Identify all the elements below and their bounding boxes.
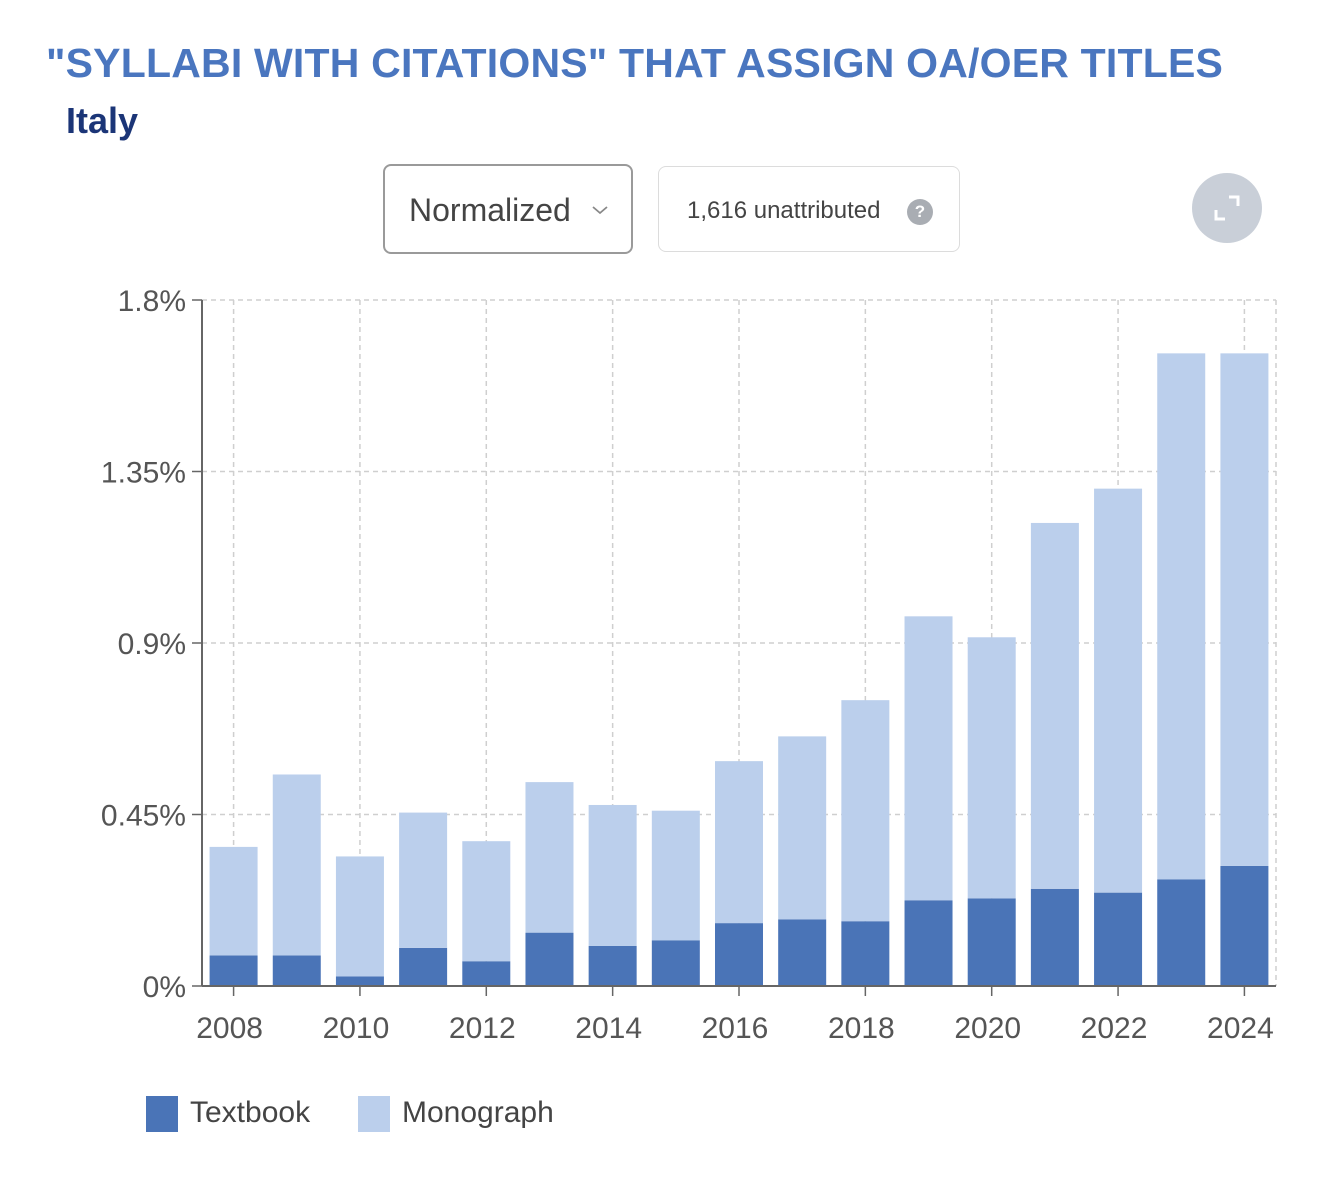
chart-title: "SYLLABI WITH CITATIONS" THAT ASSIGN OA/…	[46, 40, 1224, 86]
unattributed-count: 1,616 unattributed	[687, 197, 881, 224]
legend-swatch-textbook	[146, 1096, 178, 1132]
bar-textbook-2023	[1157, 879, 1206, 986]
chart-subtitle: Italy	[66, 100, 139, 141]
legend-swatch-monograph	[358, 1096, 390, 1132]
y-tick-label: 1.8%	[118, 285, 186, 318]
unattributed-badge: 1,616 unattributed ?	[658, 166, 960, 252]
legend-label-textbook: Textbook	[190, 1096, 311, 1129]
expand-button[interactable]	[1192, 173, 1262, 243]
bar-monograph-2017	[778, 736, 827, 920]
x-tick-label: 2024	[1207, 1012, 1274, 1045]
bar-monograph-2024	[1220, 353, 1269, 866]
bar-monograph-2015	[651, 810, 700, 941]
y-tick-label: 0%	[143, 971, 186, 1004]
bar-textbook-2016	[715, 923, 763, 986]
bar-monograph-2014	[588, 804, 637, 946]
y-tick-label: 1.35%	[101, 457, 186, 490]
bar-monograph-2010	[335, 856, 384, 977]
bar-textbook-2008	[209, 955, 258, 986]
bar-textbook-2018	[841, 921, 890, 986]
bar-textbook-2009	[272, 955, 321, 986]
y-tick-label: 0.9%	[118, 628, 186, 661]
bar-textbook-2012	[462, 961, 511, 986]
bar-monograph-2009	[272, 774, 321, 956]
bar-monograph-2016	[715, 761, 763, 924]
expand-icon	[1214, 195, 1240, 221]
x-tick-label: 2008	[196, 1012, 263, 1045]
x-tick-label: 2018	[828, 1012, 895, 1045]
legend-label-monograph: Monograph	[402, 1096, 554, 1129]
bar-textbook-2020	[967, 898, 1016, 986]
bar-monograph-2013	[525, 782, 574, 933]
bar-textbook-2017	[778, 919, 827, 986]
x-tick-label: 2020	[954, 1012, 1021, 1045]
x-tick-label: 2022	[1081, 1012, 1148, 1045]
bar-monograph-2018	[841, 700, 890, 922]
bar-textbook-2019	[904, 900, 953, 986]
x-tick-label: 2016	[702, 1012, 769, 1045]
bar-monograph-2011	[399, 812, 448, 948]
bar-textbook-2013	[525, 932, 574, 986]
bar-monograph-2008	[209, 846, 258, 956]
x-tick-label: 2010	[323, 1012, 390, 1045]
bar-textbook-2021	[1030, 888, 1079, 986]
bar-monograph-2012	[462, 841, 511, 962]
stacked-bar-chart: 0% 0.45% 0.9% 1.35% 1.8% 2008 2010 2012 2014 2016…	[101, 285, 1277, 1045]
bar-textbook-2022	[1094, 892, 1143, 986]
bar-textbook-2014	[588, 945, 637, 986]
normalization-dropdown[interactable]: Normalized	[383, 164, 633, 254]
bar-textbook-2011	[399, 947, 448, 986]
bar-textbook-2015	[651, 940, 700, 986]
x-tick-label: 2012	[449, 1012, 516, 1045]
bar-monograph-2022	[1094, 488, 1143, 893]
bar-monograph-2019	[904, 616, 953, 901]
normalization-dropdown-value: Normalized	[409, 192, 571, 228]
bar-textbook-2024	[1220, 865, 1269, 986]
bar-monograph-2023	[1157, 353, 1206, 880]
bar-monograph-2020	[967, 637, 1016, 899]
chevron-down-icon	[592, 206, 608, 215]
help-icon[interactable]: ?	[907, 199, 933, 225]
x-tick-label: 2014	[575, 1012, 642, 1045]
y-tick-label: 0.45%	[101, 800, 186, 833]
bar-monograph-2021	[1030, 522, 1079, 889]
bar-textbook-2010	[335, 976, 384, 986]
